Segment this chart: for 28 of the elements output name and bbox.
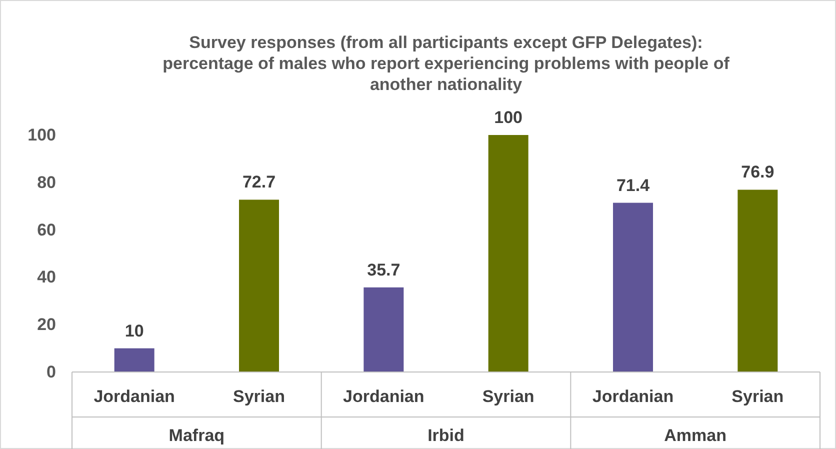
x-tick-label: Mafraq	[168, 426, 225, 445]
data-label: 10	[124, 321, 144, 340]
x-tick-label: Irbid	[428, 426, 464, 445]
text: Syrian	[732, 387, 784, 406]
bar	[114, 348, 154, 372]
bar	[738, 190, 778, 372]
y-tick-label: 20	[37, 315, 56, 334]
bar	[239, 200, 279, 372]
data-label: 100	[494, 108, 523, 127]
text: Syrian	[482, 387, 534, 406]
y-tick-label: 40	[37, 268, 56, 287]
chart-title: Survey responses (from all participants except GFP Delegates): percentage of males who report experiencing problems with people of another nationality	[162, 33, 730, 94]
series-label: Syrian	[233, 387, 285, 406]
data-label: 76.9	[741, 162, 774, 182]
y-tick-label: 0	[46, 362, 56, 382]
series-label: Jordanian	[94, 387, 175, 406]
bar	[488, 135, 528, 372]
data-label: 71.4	[616, 176, 650, 195]
y-tick-label: 100	[28, 125, 56, 144]
text: Jordanian	[592, 387, 674, 406]
data-label: 35.7	[367, 260, 400, 280]
y-tick-label: 80	[37, 172, 56, 192]
bar	[364, 287, 404, 372]
x-tick-label: Amman	[664, 426, 727, 445]
text: Jordanian	[343, 387, 424, 406]
y-tick-label: 60	[37, 220, 56, 240]
data-label: 72.7	[242, 172, 276, 192]
bar	[613, 202, 653, 372]
